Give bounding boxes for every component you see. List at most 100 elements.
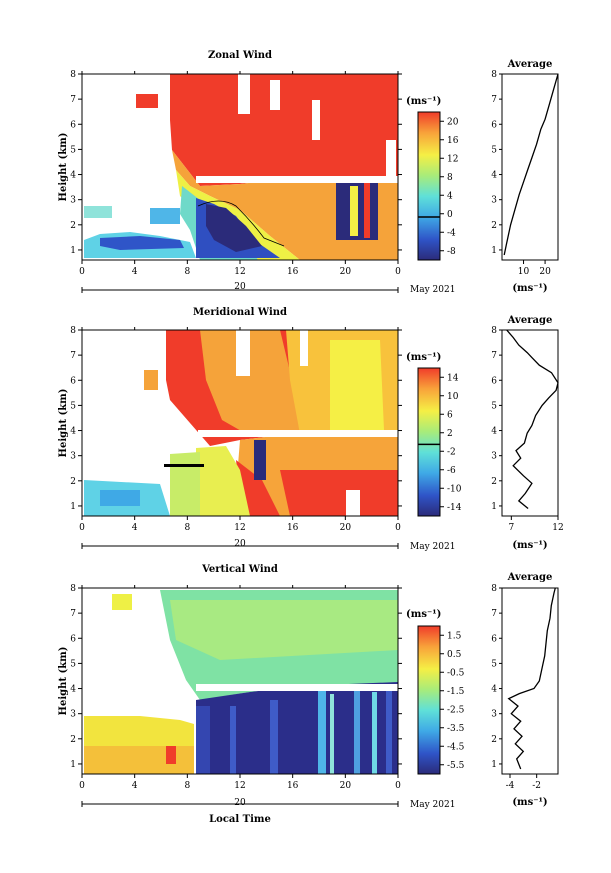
- meridional-wind-y-tick-label: 2: [70, 477, 76, 487]
- zonal-wind-panel: Zonal Wind (ms⁻¹): [82, 50, 552, 295]
- vertical-wind-profile-unit: (ms⁻¹): [512, 797, 547, 808]
- meridional-wind-x-tick-label: 0: [79, 523, 85, 533]
- meridional-wind-colorbar-tick-label: -6: [447, 466, 456, 476]
- meridional-wind-colorbar-unit: (ms⁻¹): [406, 352, 441, 363]
- zonal-wind-y-tick-label: 7: [70, 95, 76, 105]
- zonal-wind-colorbar-tick-label: -8: [447, 247, 456, 257]
- vertical-wind-y-tick-label: 4: [70, 685, 76, 695]
- meridional-wind-profile-frame: [501, 329, 559, 517]
- zonal-wind-y-axis-label: Height (km): [58, 133, 69, 202]
- meridional-wind-y-axis-label: Height (km): [58, 389, 69, 458]
- zonal-wind-colorbar-tick-label: 0: [447, 210, 453, 220]
- meridional-wind-profile-x-tick-label: 12: [552, 523, 563, 533]
- meridional-wind-x-tick-label: 12: [234, 523, 245, 533]
- meridional-wind-colorbar-tick-label: 10: [447, 392, 459, 402]
- meridional-wind-x-tick-label: 20: [340, 523, 352, 533]
- meridional-wind-y-tick-label: 7: [70, 351, 76, 361]
- vertical-wind-x-tick-label: 0: [395, 781, 401, 791]
- zonal-wind-colorbar-unit: (ms⁻¹): [406, 96, 441, 107]
- zonal-wind-profile-y-tick-label: 1: [491, 246, 497, 256]
- meridional-wind-colorbar-tick-label: 2: [447, 429, 453, 439]
- meridional-wind-profile-y-tick-label: 5: [491, 401, 497, 411]
- meridional-wind-heatmap: [82, 330, 398, 516]
- zonal-wind-profile-frame: [501, 73, 559, 261]
- zonal-wind-profile-x-tick-label: 20: [539, 267, 551, 277]
- vertical-wind-title: Vertical Wind: [201, 564, 278, 575]
- meridional-wind-date-bar-ends: [81, 543, 399, 549]
- zonal-wind-profile-panel: Average (ms⁻¹): [507, 59, 553, 294]
- meridional-wind-profile-title: Average: [507, 315, 553, 326]
- zonal-wind-title: Zonal Wind: [208, 50, 272, 61]
- zonal-wind-profile-x-tick-label: 10: [518, 267, 530, 277]
- vertical-wind-profile-panel: Average (ms⁻¹): [507, 572, 553, 808]
- zonal-wind-profile-y-tick-label: 6: [491, 120, 497, 130]
- meridional-wind-colorbar-tick-label: -2: [447, 447, 456, 457]
- vertical-wind-profile-x-tick-label: -4: [506, 781, 515, 791]
- meridional-wind-title: Meridional Wind: [193, 307, 287, 318]
- zonal-wind-y-tick-label: 1: [70, 246, 76, 256]
- vertical-wind-profile-y-tick-label: 2: [491, 735, 497, 745]
- zonal-wind-colorbar-tick-label: -4: [447, 228, 456, 238]
- vertical-wind-colorbar-tick-label: -3.5: [447, 724, 465, 734]
- zonal-wind-profile-line: [503, 73, 559, 256]
- meridional-wind-colorbar-tick-label: -10: [447, 484, 462, 494]
- vertical-wind-profile-y-tick-label: 1: [491, 760, 497, 770]
- vertical-wind-colorbar-unit: (ms⁻¹): [406, 609, 441, 620]
- vertical-wind-colorbar: (ms⁻¹): [406, 609, 441, 775]
- vertical-wind-x-tick-label: 8: [184, 781, 190, 791]
- zonal-wind-x-tick-label: 4: [132, 267, 138, 277]
- meridional-wind-y-tick-label: 6: [70, 376, 76, 386]
- vertical-wind-x-tick-label: 16: [287, 781, 299, 791]
- local-time-label: Local Time: [209, 814, 271, 825]
- vertical-wind-date-label: May 2021: [410, 800, 455, 810]
- meridional-wind-colorbar-tick-label: 6: [447, 410, 453, 420]
- vertical-wind-colorbar-tick-label: -1.5: [447, 687, 465, 697]
- meridional-wind-profile-y-tick-label: 8: [491, 326, 497, 336]
- meridional-wind-date-axis: 20 May 2021: [234, 539, 455, 552]
- vertical-wind-heatmap: [82, 588, 398, 774]
- zonal-wind-y-tick-label: 4: [70, 171, 76, 181]
- zonal-wind-colorbar-tick-label: 12: [447, 154, 458, 164]
- meridional-wind-x-tick-label: 16: [287, 523, 299, 533]
- zonal-wind-profile-y-tick-label: 7: [491, 95, 497, 105]
- vertical-wind-x-tick-label: 20: [340, 781, 352, 791]
- zonal-wind-profile-y-tick-label: 2: [491, 221, 497, 231]
- meridional-wind-y-tick-label: 8: [70, 326, 76, 336]
- vertical-wind-date-axis: 20 May 2021 Local Time: [209, 798, 455, 825]
- vertical-wind-profile-line: [507, 587, 556, 770]
- vertical-wind-y-axis-label: Height (km): [58, 647, 69, 716]
- zonal-wind-colorbar-tick-label: 4: [447, 191, 453, 201]
- zonal-wind-x-tick-label: 12: [234, 267, 245, 277]
- zonal-wind-y-tick-label: 2: [70, 221, 76, 231]
- vertical-wind-y-tick-label: 7: [70, 609, 76, 619]
- vertical-wind-profile-y-tick-label: 6: [491, 634, 497, 644]
- zonal-wind-profile-unit: (ms⁻¹): [512, 283, 547, 294]
- zonal-wind-profile-y-tick-label: 8: [491, 70, 497, 80]
- zonal-wind-x-tick-label: 20: [340, 267, 352, 277]
- vertical-wind-day-label: 20: [234, 798, 246, 808]
- zonal-wind-day-label: 20: [234, 282, 246, 292]
- vertical-wind-profile-y-tick-label: 3: [491, 710, 497, 720]
- zonal-wind-colorbar-tick-label: 16: [447, 136, 459, 146]
- meridional-wind-profile-line: [506, 329, 559, 510]
- zonal-wind-colorbar: (ms⁻¹): [406, 96, 441, 261]
- vertical-wind-colorbar-tick-label: -5.5: [447, 761, 465, 771]
- vertical-wind-y-tick-label: 8: [70, 584, 76, 594]
- vertical-wind-x-tick-label: 12: [234, 781, 245, 791]
- meridional-wind-x-tick-label: 4: [132, 523, 138, 533]
- vertical-wind-y-tick-label: 1: [70, 760, 76, 770]
- vertical-wind-y-tick-label: 5: [70, 659, 76, 669]
- meridional-wind-profile-y-tick-label: 1: [491, 502, 497, 512]
- meridional-wind-profile-y-tick-label: 6: [491, 376, 497, 386]
- zonal-wind-y-tick-label: 3: [70, 196, 76, 206]
- meridional-wind-x-tick-label: 8: [184, 523, 190, 533]
- zonal-wind-x-tick-label: 16: [287, 267, 299, 277]
- vertical-wind-panel: Vertical Wind (ms⁻¹) Average (m: [82, 564, 552, 825]
- meridional-wind-x-tick-label: 0: [395, 523, 401, 533]
- zonal-wind-heatmap: [82, 74, 398, 260]
- meridional-wind-profile-y-tick-label: 2: [491, 477, 497, 487]
- meridional-wind-colorbar-tick-label: 14: [447, 373, 459, 383]
- vertical-wind-colorbar-tick-label: 0.5: [447, 650, 462, 660]
